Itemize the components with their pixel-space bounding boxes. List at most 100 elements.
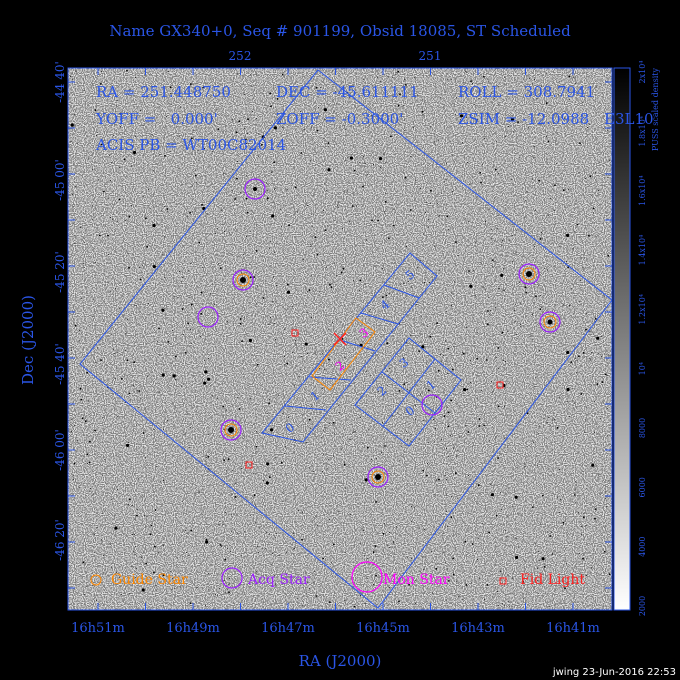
star-speck <box>226 548 228 550</box>
star-speck <box>419 570 421 572</box>
star-speck <box>384 445 386 447</box>
star-speck <box>322 471 324 473</box>
star-speck <box>423 233 425 235</box>
star-speck <box>262 297 265 299</box>
star-speck <box>410 334 412 336</box>
star-speck <box>126 318 128 320</box>
star-speck <box>78 486 80 488</box>
star-speck <box>333 111 335 113</box>
star-speck <box>410 272 412 274</box>
star-speck <box>116 220 118 222</box>
star-speck <box>500 571 502 573</box>
star-speck <box>214 594 216 595</box>
info-zoff: ZOFF = -0.3000' <box>276 110 403 128</box>
star-speck <box>396 526 397 528</box>
star-speck <box>459 436 461 438</box>
colorbar-ticks: 2000 4000 6000 8000 10⁴ 1.2x10⁴ 1.4x10⁴ 1.6x10⁴… <box>638 61 647 617</box>
star-speck <box>575 358 577 359</box>
star-speck <box>359 279 362 282</box>
colorbar-tick-label: 6000 <box>638 477 647 497</box>
star-speck <box>190 329 192 331</box>
ra-tick-3: 16h47m <box>261 621 315 636</box>
star-speck <box>440 192 442 194</box>
star-speck <box>490 310 492 312</box>
star-speck <box>246 143 247 144</box>
star-speck <box>498 103 500 105</box>
star-speck <box>70 123 74 127</box>
star-speck <box>501 603 503 605</box>
star-speck <box>331 321 333 323</box>
star-speck <box>429 335 432 338</box>
star-speck <box>565 562 567 564</box>
star-speck <box>575 502 577 504</box>
chart-title: Name GX340+0, Seq # 901199, Obsid 18085,… <box>109 22 571 40</box>
star-speck <box>452 573 455 576</box>
star-speck <box>541 237 543 239</box>
star-speck <box>216 108 218 110</box>
star-speck <box>102 474 104 476</box>
star-speck <box>256 224 257 226</box>
star-speck <box>332 543 335 546</box>
star-speck <box>297 598 299 600</box>
star-speck <box>242 253 244 255</box>
star-speck <box>138 407 140 409</box>
star-speck <box>572 248 574 250</box>
star-speck <box>585 328 587 331</box>
star-speck <box>337 205 338 207</box>
star-speck <box>146 375 148 377</box>
star-speck <box>377 219 379 222</box>
star-speck <box>422 174 424 175</box>
star-speck <box>527 127 529 129</box>
star-speck <box>541 557 545 561</box>
star-speck <box>129 88 131 90</box>
star-speck <box>387 76 389 78</box>
star-speck <box>534 543 536 545</box>
star-speck <box>141 556 143 558</box>
star-speck <box>323 429 325 431</box>
star-speck <box>170 93 172 95</box>
star-speck <box>333 455 335 457</box>
star-speck <box>240 192 241 194</box>
star-speck <box>414 580 416 582</box>
star-speck <box>568 99 570 100</box>
star-speck <box>539 577 541 579</box>
star-speck <box>538 426 540 428</box>
star-speck <box>74 243 76 244</box>
star-speck <box>275 533 277 535</box>
star-speck <box>566 387 570 392</box>
star-speck <box>255 73 257 75</box>
star-speck <box>443 415 446 418</box>
field-of-view-outline <box>79 69 613 609</box>
star-speck <box>217 594 218 596</box>
star-speck <box>471 543 474 545</box>
star-speck <box>560 499 562 501</box>
star-speck <box>572 77 574 79</box>
star-speck <box>513 309 515 311</box>
star-speck <box>552 239 554 241</box>
star-speck <box>460 91 462 93</box>
star-speck <box>181 183 183 185</box>
star-speck <box>135 304 137 306</box>
legend-fid-label: Fid Light <box>520 572 585 588</box>
star-speck <box>372 85 374 87</box>
star-speck <box>559 512 561 514</box>
star-speck <box>309 588 310 590</box>
star-speck <box>522 581 525 583</box>
star-speck <box>153 428 155 430</box>
star-speck <box>110 291 112 293</box>
star-speck <box>128 392 131 395</box>
star-speck <box>362 78 364 80</box>
star-speck <box>347 157 349 159</box>
star-speck <box>383 153 385 155</box>
star-speck <box>299 369 301 371</box>
star-speck <box>471 83 473 84</box>
star-speck <box>190 303 193 306</box>
star-speck <box>269 240 271 242</box>
plot-frame <box>67 67 613 611</box>
star-speck <box>270 317 271 318</box>
star-speck <box>569 304 571 306</box>
star-speck <box>178 135 180 137</box>
star-speck <box>529 95 531 96</box>
star-speck <box>495 168 497 171</box>
star-speck <box>162 544 164 546</box>
